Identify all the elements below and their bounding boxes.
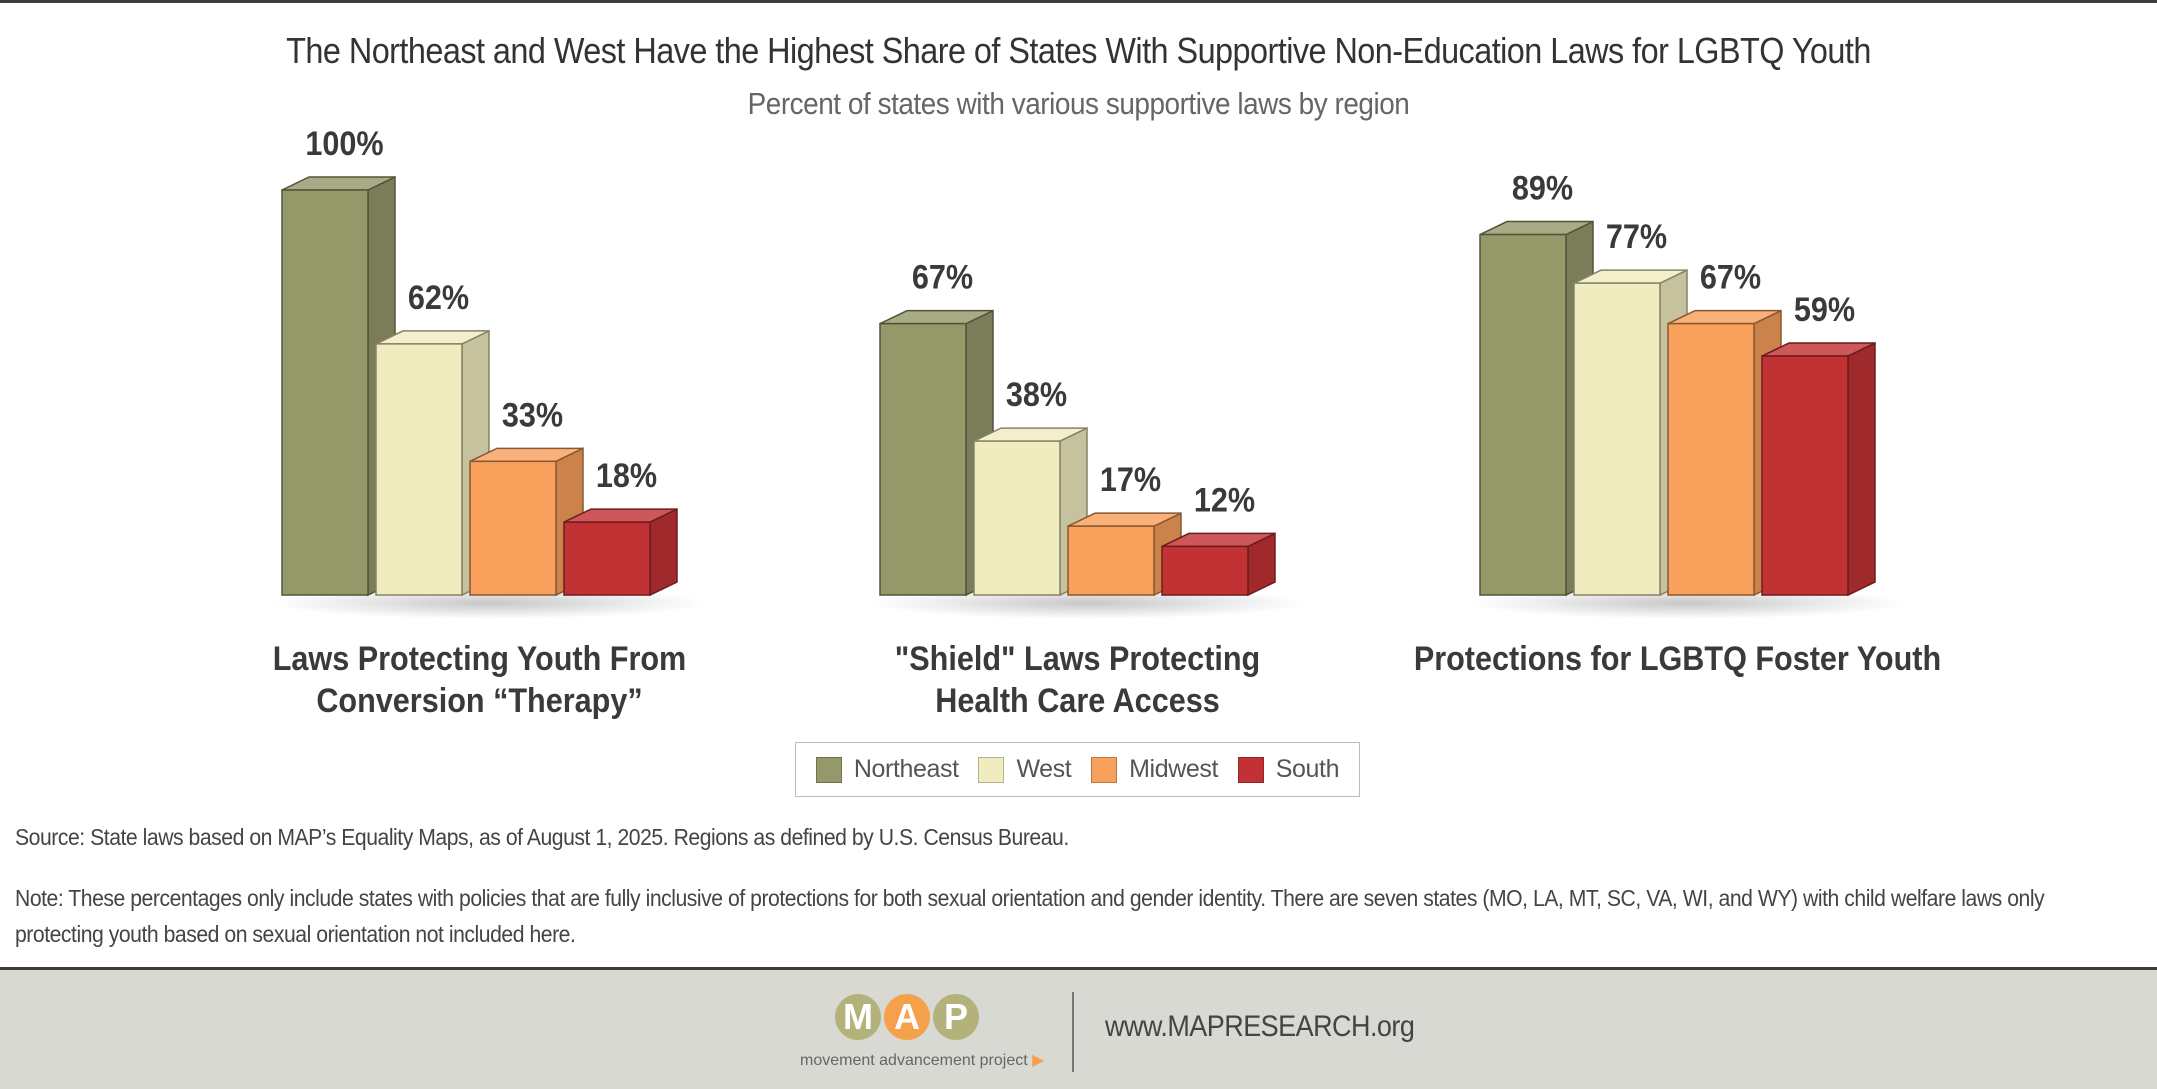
logo-letter-a: A [884,994,930,1040]
legend-swatch [978,756,1005,783]
bar-west [1573,282,1661,596]
data-label: 67% [1700,258,1761,296]
category-label: "Shield" Laws Protecting [895,640,1260,678]
bar-northeast [879,322,967,596]
data-label: 89% [1512,169,1573,207]
category-label: Health Care Access [935,682,1219,720]
legend-swatch [1091,756,1118,783]
bar-south [1161,545,1249,596]
legend-swatch [1237,756,1264,783]
data-label: 77% [1606,218,1667,256]
triangle-icon: ▶ [1032,1052,1045,1069]
legend-item-midwest: Midwest [1091,755,1218,784]
legend-label: Midwest [1129,755,1218,783]
bar-midwest [1067,525,1155,596]
data-label: 38% [1006,376,1067,414]
data-label: 100% [305,125,383,163]
website-link[interactable]: www.MAPRESEARCH.org [1105,1010,1415,1043]
footnote: Note: These percentages only include sta… [15,885,2045,947]
logo-tagline-text: movement advancement project [800,1052,1028,1069]
logo-letters: M A P [835,994,979,1040]
legend-label: West [1016,755,1072,783]
data-label: 18% [596,457,657,495]
bar-midwest [1667,322,1755,596]
map-logo: M A P movement advancement project ▶ [800,994,1045,1084]
bar-south [1761,355,1849,596]
footer: M A P movement advancement project ▶ www… [0,967,2157,1089]
bar-northeast [281,189,369,596]
bar-side-south [649,507,678,597]
chart-subtitle: Percent of states with various supportiv… [747,86,1410,121]
data-label: 67% [912,258,973,296]
logo-tagline: movement advancement project ▶ [800,1050,1044,1070]
legend-item-south: South [1237,755,1340,784]
category-label: Protections for LGBTQ Foster Youth [1414,640,1941,678]
chart-title: The Northeast and West Have the Highest … [286,30,1871,71]
footer-divider [1072,992,1074,1072]
legend-item-northeast: Northeast [815,755,959,784]
legend: Northeast West Midwest South [795,742,1360,797]
legend-swatch [815,756,842,783]
data-label: 33% [502,396,563,434]
logo-letter-p: P [933,994,979,1040]
category-label: Laws Protecting Youth From [273,640,686,678]
source-note: Source: State laws based on MAP’s Equali… [15,824,1069,850]
bar-northeast [1479,233,1567,596]
data-label: 17% [1100,461,1161,499]
data-label: 59% [1794,291,1855,329]
category-label: Conversion “Therapy” [316,682,642,720]
bar-south [563,521,651,596]
legend-label: Northeast [853,755,959,783]
top-rule [0,0,2157,3]
bar-west [973,440,1061,596]
bar-midwest [469,460,557,596]
logo-letter-m: M [835,994,881,1040]
data-label: 12% [1194,481,1255,519]
bar-west [375,343,463,596]
bar-chart: 100% 62% 33% 18% Laws Protecting Youth From C… [272,125,1941,720]
legend-item-west: West [978,755,1072,784]
data-label: 62% [408,278,469,316]
legend-label: South [1275,755,1340,783]
bar-side-south [1847,341,1876,597]
